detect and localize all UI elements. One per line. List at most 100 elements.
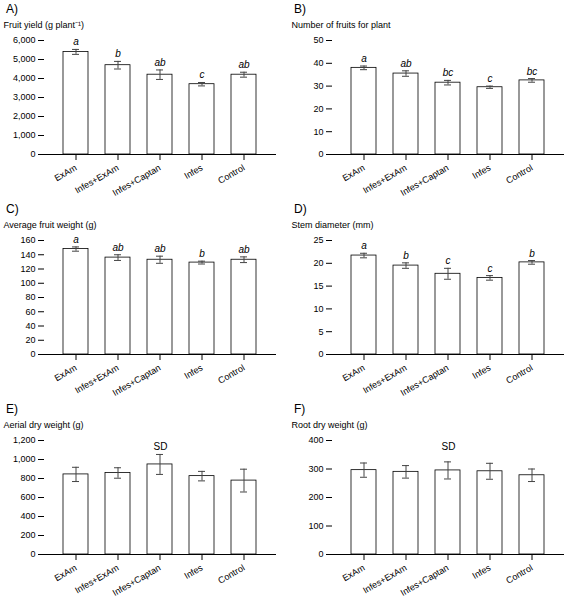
svg-text:400: 400 [20,511,35,521]
svg-text:15: 15 [313,281,323,291]
svg-text:Control: Control [216,563,246,586]
svg-text:120: 120 [20,264,35,274]
svg-text:25: 25 [313,235,323,245]
svg-text:ExAm: ExAm [341,563,367,584]
svg-text:0: 0 [318,149,323,159]
svg-text:200: 200 [20,530,35,540]
svg-text:Infes: Infes [183,162,205,181]
svg-text:20: 20 [313,258,323,268]
svg-text:0: 0 [30,349,35,359]
svg-text:Average fruit weight (g): Average fruit weight (g) [4,220,97,230]
svg-text:a: a [361,240,367,251]
svg-text:Infes+ExAm: Infes+ExAm [361,362,409,396]
svg-text:20: 20 [25,335,35,345]
svg-text:Infes+Captan: Infes+Captan [111,163,163,199]
svg-text:ExAm: ExAm [341,163,367,184]
svg-text:160: 160 [20,235,35,245]
svg-text:Infes+Captan: Infes+Captan [399,163,451,199]
svg-text:a: a [361,53,367,64]
svg-text:10: 10 [313,304,323,314]
svg-text:Control: Control [504,163,534,186]
svg-text:Infes+ExAm: Infes+ExAm [73,162,121,196]
svg-text:Infes: Infes [471,362,493,381]
svg-text:Infes+Captan: Infes+Captan [111,563,163,599]
svg-text:a: a [73,234,79,245]
svg-text:300: 300 [308,464,323,474]
svg-text:b: b [115,48,121,59]
svg-text:Infes+Captan: Infes+Captan [399,363,451,399]
svg-text:0: 0 [318,549,323,559]
svg-text:Number of fruits for plant: Number of fruits for plant [292,20,392,30]
html-text:D): D) [294,202,307,216]
svg-text:Aerial dry weight (g): Aerial dry weight (g) [4,420,84,430]
svg-text:Infes+Captan: Infes+Captan [111,363,163,399]
svg-text:200: 200 [308,492,323,502]
svg-text:ab: ab [112,242,124,253]
svg-text:Infes+ExAm: Infes+ExAm [73,362,121,396]
html-text:C): C) [6,202,19,216]
svg-text:3,000: 3,000 [13,92,36,102]
svg-text:800: 800 [20,473,35,483]
svg-text:Control: Control [216,163,246,186]
svg-text:c: c [488,263,493,274]
svg-text:b: b [199,248,205,259]
svg-text:ExAm: ExAm [53,363,79,384]
svg-text:60: 60 [25,307,35,317]
svg-text:1,000: 1,000 [13,130,36,140]
svg-text:30: 30 [313,81,323,91]
svg-text:bc: bc [527,66,538,77]
svg-text:ExAm: ExAm [341,363,367,384]
svg-text:600: 600 [20,492,35,502]
svg-text:ExAm: ExAm [53,163,79,184]
svg-text:4,000: 4,000 [13,73,36,83]
svg-text:Control: Control [216,363,246,386]
svg-text:ab: ab [400,58,412,69]
svg-text:0: 0 [30,149,35,159]
svg-text:6,000: 6,000 [13,35,36,45]
svg-text:SD: SD [442,441,456,452]
svg-text:50: 50 [313,35,323,45]
svg-text:ab: ab [154,243,166,254]
svg-text:1,200: 1,200 [13,435,36,445]
svg-text:Infes: Infes [471,162,493,181]
svg-text:2,000: 2,000 [13,111,36,121]
svg-text:SD: SD [154,441,168,452]
svg-text:Stem diameter (mm): Stem diameter (mm) [292,220,374,230]
svg-text:5,000: 5,000 [13,54,36,64]
svg-text:b: b [529,248,535,259]
svg-text:5: 5 [318,327,323,337]
svg-text:c: c [446,255,451,266]
svg-text:10: 10 [313,127,323,137]
svg-text:Fruit yield (g plant⁻¹): Fruit yield (g plant⁻¹) [4,20,85,30]
svg-text:0: 0 [30,549,35,559]
svg-text:Root dry weight (g): Root dry weight (g) [292,420,368,430]
svg-text:Infes: Infes [183,362,205,381]
svg-text:ab: ab [238,244,250,255]
svg-text:a: a [73,36,79,47]
svg-text:c: c [488,73,493,84]
svg-text:100: 100 [308,521,323,531]
svg-text:40: 40 [313,58,323,68]
svg-text:Infes: Infes [471,562,493,581]
svg-text:c: c [200,69,205,80]
svg-text:Infes+ExAm: Infes+ExAm [73,562,121,596]
svg-text:140: 140 [20,250,35,260]
svg-text:0: 0 [318,349,323,359]
svg-text:Infes+ExAm: Infes+ExAm [361,562,409,596]
svg-text:100: 100 [20,278,35,288]
svg-text:1,000: 1,000 [13,454,36,464]
svg-text:80: 80 [25,292,35,302]
svg-text:ExAm: ExAm [53,563,79,584]
svg-text:Infes: Infes [183,562,205,581]
svg-text:Control: Control [504,563,534,586]
svg-text:20: 20 [313,104,323,114]
svg-text:400: 400 [308,435,323,445]
svg-text:Infes+Captan: Infes+Captan [399,563,451,599]
svg-text:40: 40 [25,321,35,331]
svg-text:ab: ab [154,57,166,68]
svg-text:Infes+ExAm: Infes+ExAm [361,162,409,196]
svg-text:b: b [403,250,409,261]
svg-text:ab: ab [238,59,250,70]
svg-text:bc: bc [443,67,454,78]
svg-text:Control: Control [504,363,534,386]
